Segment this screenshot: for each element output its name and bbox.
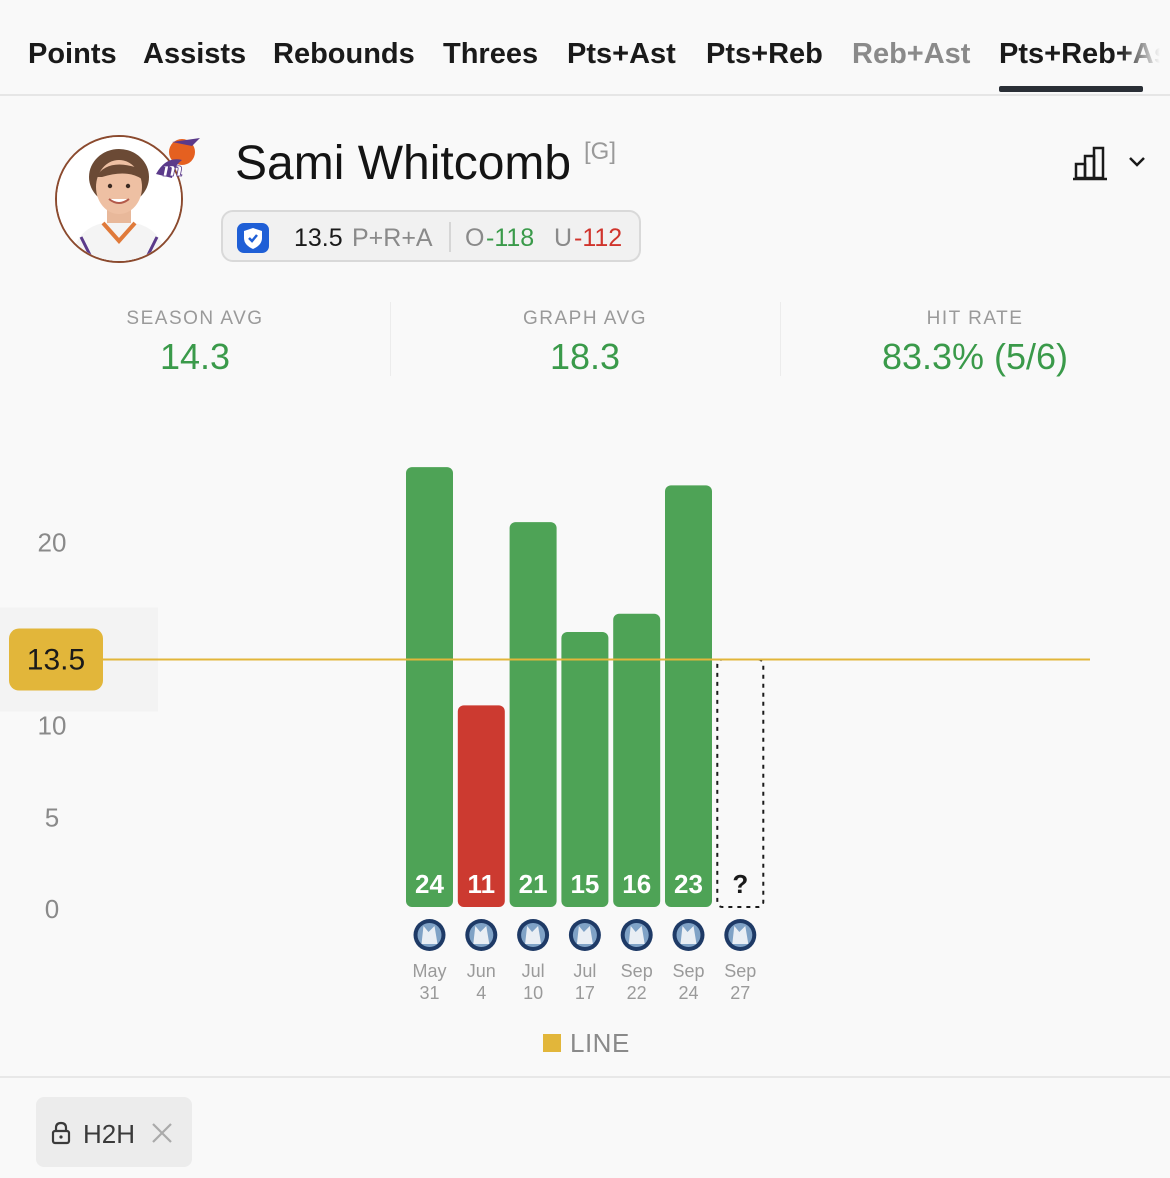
- chevron-down-icon: [1129, 157, 1145, 167]
- x-tick-day: 17: [575, 983, 595, 1003]
- graph-avg-value: 18.3: [549, 336, 621, 377]
- stat-tabs: Points Assists Rebounds Threes Pts+Ast P…: [0, 0, 1170, 96]
- lynx-head-shape: [473, 926, 490, 944]
- lock-icon: [51, 1121, 71, 1145]
- graph-avg-stat: GRAPH AVG 18.3: [390, 308, 780, 378]
- x-tick-month: Jul: [573, 961, 596, 981]
- x-tick-day: 31: [419, 983, 439, 1003]
- lynx-head-shape: [421, 926, 438, 944]
- betting-line-pill[interactable]: 13.5 P+R+A O -118 U -112: [221, 210, 641, 262]
- player-photo: [57, 137, 181, 261]
- hit-rate-value: 83.3% (5/6): [881, 336, 1069, 377]
- graph-avg-label: GRAPH AVG: [522, 308, 647, 329]
- tab-points[interactable]: Points: [28, 38, 117, 70]
- over-odds: -118: [486, 224, 535, 252]
- tab-pts-ast[interactable]: Pts+Ast: [567, 38, 676, 70]
- y-tick-label: 5: [45, 802, 59, 832]
- player-avatar: [55, 135, 183, 263]
- active-tab-indicator: [999, 86, 1143, 92]
- tab-reb-ast[interactable]: Reb+Ast: [852, 38, 971, 70]
- y-tick-label: 10: [38, 711, 67, 741]
- line-badge: [9, 628, 103, 691]
- bar-value-label: 21: [519, 869, 548, 899]
- y-tick-label: 0: [45, 894, 59, 924]
- shield-check-icon: [237, 223, 269, 253]
- x-tick-month: Jul: [522, 961, 545, 981]
- x-tick-month: May: [412, 961, 446, 981]
- stat-divider: [390, 302, 391, 376]
- x-tick-day: 24: [678, 983, 698, 1003]
- tab-assists[interactable]: Assists: [143, 38, 247, 70]
- lynx-head-shape: [628, 926, 645, 944]
- hit-rate-label: HIT RATE: [926, 308, 1024, 329]
- bar-chart-icon: [1073, 146, 1145, 181]
- footer-divider: [0, 1076, 1170, 1078]
- x-tick-day: 27: [730, 983, 750, 1003]
- lynx-head-shape: [525, 926, 542, 944]
- bar: [665, 485, 712, 907]
- x-tick-day: 22: [627, 983, 647, 1003]
- bar: [561, 632, 609, 907]
- pill-divider: [449, 222, 451, 252]
- x-tick-month: Jun: [467, 961, 496, 981]
- line-badge-label: 13.5: [27, 644, 85, 677]
- bar: [509, 522, 557, 907]
- x-tick-month: Sep: [621, 961, 653, 981]
- player-name: Sami Whitcomb: [235, 137, 572, 190]
- x-tick-month: Sep: [724, 961, 756, 981]
- game-log-bar-chart: 0510152024May3111Jun421Jul1015Jul1716Sep…: [0, 467, 1090, 1003]
- x-tick-day: 10: [523, 983, 543, 1003]
- y-tick-label: 20: [38, 527, 67, 557]
- over-label: O: [465, 224, 485, 252]
- line-value: 13.5: [294, 224, 343, 252]
- svg-text:m: m: [162, 157, 183, 181]
- team-logo-icon: m: [156, 138, 200, 181]
- season-avg-value: 14.3: [159, 336, 231, 377]
- lynx-head-shape: [576, 926, 593, 944]
- h2h-filter-chip[interactable]: H2H: [36, 1097, 192, 1167]
- under-odds: -112: [574, 224, 623, 252]
- bar-value-label: 24: [415, 869, 444, 899]
- season-avg-stat: SEASON AVG 14.3: [0, 308, 390, 378]
- bar: [406, 467, 453, 907]
- tab-pts-reb[interactable]: Pts+Reb: [706, 38, 823, 70]
- chart-type-dropdown[interactable]: [1070, 142, 1150, 184]
- bar-value-label: ?: [732, 869, 748, 899]
- tab-threes[interactable]: Threes: [443, 38, 539, 70]
- bar: [457, 705, 505, 907]
- x-tick-day: 4: [476, 983, 486, 1003]
- h2h-label: H2H: [83, 1119, 136, 1149]
- lynx-head-shape: [680, 926, 697, 944]
- bar: [613, 613, 661, 907]
- bar-value-label: 11: [468, 869, 496, 899]
- x-tick-month: Sep: [672, 961, 704, 981]
- line-stat: P+R+A: [352, 224, 433, 252]
- player-position: [G]: [584, 138, 617, 165]
- under-label: U: [554, 224, 573, 252]
- season-avg-label: SEASON AVG: [126, 308, 264, 329]
- tab-overflow-fade: [1120, 30, 1170, 84]
- lynx-head-shape: [732, 926, 749, 944]
- stat-divider: [780, 302, 781, 376]
- bar-value-label: 23: [674, 869, 703, 899]
- close-icon[interactable]: [150, 1121, 174, 1145]
- bar-value-label: 15: [570, 869, 599, 899]
- legend-line-label: LINE: [570, 1028, 630, 1058]
- legend-line-swatch: [543, 1034, 561, 1052]
- bar-value-label: 16: [622, 869, 651, 899]
- tab-rebounds[interactable]: Rebounds: [273, 38, 415, 70]
- hit-rate-stat: HIT RATE 83.3% (5/6): [780, 308, 1170, 378]
